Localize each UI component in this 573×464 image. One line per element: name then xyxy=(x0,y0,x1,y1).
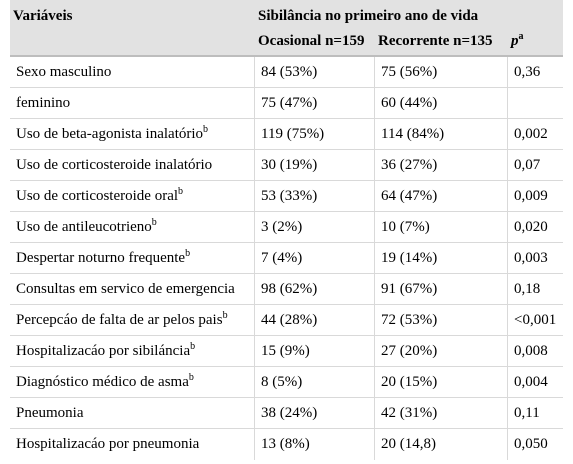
row-label: Uso de corticosteroide inalatório xyxy=(16,156,213,173)
header-occasional: Ocasional n=159 xyxy=(255,27,375,55)
cell-recurrent: 20 (15%) xyxy=(375,367,508,398)
table-row: Despertar noturno frequenteb 7 (4%) 19 (14… xyxy=(10,243,564,274)
cell-occasional: 30 (19%) xyxy=(255,150,375,181)
row-label: Uso de antileucotrieno xyxy=(16,218,152,235)
row-label-footnote: b xyxy=(190,340,196,352)
row-label-cell: feminino xyxy=(10,88,255,119)
row-label-cell: Uso de corticosteroide inalatório xyxy=(10,150,255,181)
table-body: Sexo masculino 84 (53%) 75 (56%) 0,36 femini… xyxy=(10,57,564,460)
header-recurrent: Recorrente n=135 xyxy=(375,27,508,55)
cell-recurrent: 20 (14,8) xyxy=(375,429,508,460)
cell-p-value: 0,050 xyxy=(514,436,548,452)
table-row: Consultas em servico de emergencia 98 (62… xyxy=(10,274,564,305)
row-label-footnote: b xyxy=(185,247,191,259)
cell-p-value: 0,003 xyxy=(508,243,564,274)
header-p: pa xyxy=(508,27,564,55)
header-p-label: p xyxy=(511,33,519,49)
header-blank xyxy=(10,27,255,55)
row-label-cell: Hospitalizacáo por sibilánciab xyxy=(10,336,255,367)
cell-p-value: 0,11 xyxy=(508,398,564,429)
table-row: Uso de beta-agonista inalatóriob 119 (75%… xyxy=(10,119,564,150)
cell-p-value: 0,18 xyxy=(508,274,564,305)
cell-occasional: 98 (62%) xyxy=(255,274,375,305)
table-row: Diagnóstico médico de asmab 8 (5%) 20 (15%… xyxy=(10,367,564,398)
row-label: Despertar noturno frequente xyxy=(16,249,186,266)
cell-recurrent: 72 (53%) xyxy=(375,305,508,336)
cell-p-value: 0,009 xyxy=(508,181,564,212)
row-label-cell: Despertar noturno frequenteb xyxy=(10,243,255,274)
cell-p-value: 0,002 xyxy=(508,119,564,150)
table-header: Variáveis Sibilância no primeiro ano de … xyxy=(10,0,564,57)
cell-occasional: 8 (5%) xyxy=(255,367,375,398)
row-label-footnote: b xyxy=(151,216,157,228)
cell-occasional: 7 (4%) xyxy=(255,243,375,274)
table-row: Hospitalizacáo por sibilánciab 15 (9%) 27 … xyxy=(10,336,564,367)
data-table: Variáveis Sibilância no primeiro ano de … xyxy=(10,0,564,460)
row-label: Hospitalizacáo por pneumonia xyxy=(16,436,200,452)
cell-recurrent: 36 (27%) xyxy=(375,150,508,181)
row-label: Hospitalizacáo por sibiláncia xyxy=(16,342,191,359)
table-row: Hospitalizacáo por pneumonia 13 (8%) 20 (1… xyxy=(10,429,563,460)
row-label-cell: Uso de corticosteroide oralb xyxy=(10,181,255,212)
cell-occasional: 44 (28%) xyxy=(255,305,375,336)
row-label-cell: Diagnóstico médico de asmab xyxy=(10,367,255,398)
row-label-footnote: b xyxy=(178,185,184,197)
table-row: Sexo masculino 84 (53%) 75 (56%) 0,36 xyxy=(10,57,564,88)
cell-occasional: 53 (33%) xyxy=(255,181,375,212)
cell-p-value: <0,001 xyxy=(508,305,564,336)
row-label-cell: Pneumonia xyxy=(10,398,255,429)
cell-occasional: 75 (47%) xyxy=(255,88,375,119)
row-label-footnote: b xyxy=(203,123,209,135)
table-row: Uso de corticosteroide inalatório 30 (19%… xyxy=(10,150,564,181)
row-label: Diagnóstico médico de asma xyxy=(16,373,189,390)
row-label: Uso de corticosteroide oral xyxy=(16,187,179,204)
cell-recurrent: 19 (14%) xyxy=(375,243,508,274)
cell-p-value: 0,36 xyxy=(508,57,564,88)
row-label: feminino xyxy=(16,94,71,111)
cell-occasional: 119 (75%) xyxy=(255,119,375,150)
cell-p-value xyxy=(508,88,564,119)
cell-recurrent: 60 (44%) xyxy=(375,88,508,119)
row-label-footnote: b xyxy=(188,371,194,383)
cell-recurrent: 114 (84%) xyxy=(375,119,508,150)
row-label: Pneumonia xyxy=(16,404,84,421)
row-label: Sexo masculino xyxy=(16,63,112,80)
row-label-footnote: b xyxy=(222,309,228,321)
row-label: Percepcáo de falta de ar pelos pais xyxy=(16,311,223,328)
cell-p-value: 0,004 xyxy=(508,367,564,398)
header-variables: Variáveis xyxy=(10,0,255,27)
row-label-cell: Uso de beta-agonista inalatóriob xyxy=(10,119,255,150)
row-label-cell: Consultas em servico de emergencia xyxy=(10,274,255,305)
header-group-title: Sibilância no primeiro ano de vida xyxy=(255,0,564,27)
table-row: Percepcáo de falta de ar pelos paisb 44 (… xyxy=(10,305,564,336)
cell-recurrent: 64 (47%) xyxy=(375,181,508,212)
cell-recurrent: 91 (67%) xyxy=(375,274,508,305)
table-row: feminino 75 (47%) 60 (44%) xyxy=(10,88,564,119)
table-row: Uso de antileucotrienob 3 (2%) 10 (7%) 0,02… xyxy=(10,212,564,243)
header-separator xyxy=(10,55,564,57)
cell-occasional: 38 (24%) xyxy=(255,398,375,429)
cell-occasional: 15 (9%) xyxy=(255,336,375,367)
row-label-cell: Sexo masculino xyxy=(10,57,255,88)
row-label-cell: Percepcáo de falta de ar pelos paisb xyxy=(10,305,255,336)
cell-recurrent: 27 (20%) xyxy=(375,336,508,367)
row-label: Consultas em servico de emergencia xyxy=(16,280,235,297)
cell-recurrent: 75 (56%) xyxy=(375,57,508,88)
cell-occasional: 13 (8%) xyxy=(255,429,375,460)
cell-p-value: 0,008 xyxy=(508,336,564,367)
cell-occasional: 3 (2%) xyxy=(255,212,375,243)
row-label: Uso de beta-agonista inalatório xyxy=(16,125,204,142)
cell-p-value: 0,07 xyxy=(508,150,564,181)
cell-recurrent: 42 (31%) xyxy=(375,398,508,429)
cell-p-value: 0,020 xyxy=(508,212,564,243)
row-label-cell: Hospitalizacáo por pneumonia xyxy=(10,429,255,460)
table-row: Uso de corticosteroide oralb 53 (33%) 64 (… xyxy=(10,181,564,212)
row-label-cell: Uso de antileucotrienob xyxy=(10,212,255,243)
table-row: Pneumonia 38 (24%) 42 (31%) 0,11 xyxy=(10,398,564,429)
header-p-sup: a xyxy=(518,31,524,42)
cell-recurrent: 10 (7%) xyxy=(375,212,508,243)
cell-occasional: 84 (53%) xyxy=(255,57,375,88)
